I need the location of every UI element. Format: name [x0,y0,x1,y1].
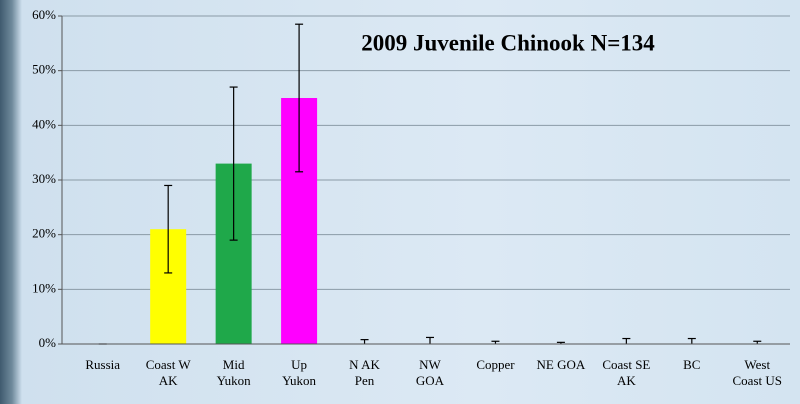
y-tick-label: 0% [39,335,57,350]
x-tick-label: Coast W AK [145,357,191,388]
y-tick-label: 40% [32,116,56,131]
x-tick-label: Copper [476,357,515,372]
y-tick-label: 30% [32,171,56,186]
x-tick-label: Up Yukon [282,357,317,388]
x-tick-label: NW GOA [415,357,445,388]
y-tick-label: 10% [32,280,56,295]
x-tick-label: Mid Yukon [216,357,251,388]
x-tick-label: NE GOA [536,357,586,372]
x-tick-label: Coast SE AK [602,357,651,388]
x-tick-label: N AK Pen [349,357,380,388]
x-tick-label: West Coast US [732,357,782,388]
x-tick-label: Russia [85,357,121,372]
x-tick-label: BC [683,357,701,372]
y-tick-label: 60% [32,7,56,22]
y-tick-label: 50% [32,62,56,77]
chart-title: 2009 Juvenile Chinook N=134 [361,30,655,55]
y-tick-label: 20% [32,226,56,241]
